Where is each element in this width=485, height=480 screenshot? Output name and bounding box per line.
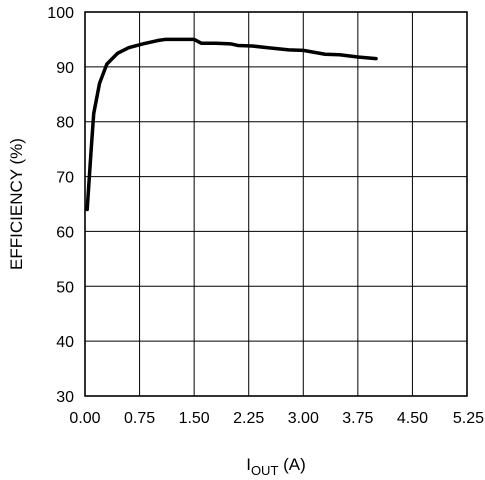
y-tick-labels: 30 40 50 60 70 80 90 100 xyxy=(47,5,74,406)
x-axis-title-unit: (A) xyxy=(278,455,305,474)
x-tick-label: 1.50 xyxy=(179,410,210,427)
x-tick-label: 3.75 xyxy=(342,410,373,427)
x-tick-label: 5.25 xyxy=(453,410,484,427)
y-tick-label: 90 xyxy=(56,60,74,77)
y-axis-title: EFFICIENCY (%) xyxy=(7,138,26,270)
x-tick-label: 3.00 xyxy=(288,410,319,427)
x-tick-label: 4.50 xyxy=(397,410,428,427)
x-axis-title: IOUT (A) xyxy=(246,455,306,478)
x-tick-label: 0.75 xyxy=(124,410,155,427)
y-tick-label: 80 xyxy=(56,115,74,132)
x-axis-title-main: I xyxy=(246,455,251,474)
grid xyxy=(84,11,468,397)
x-tick-label: 0.00 xyxy=(69,410,100,427)
y-tick-label: 70 xyxy=(56,170,74,187)
x-axis-title-subscript: OUT xyxy=(251,463,279,478)
y-tick-label: 60 xyxy=(56,224,74,241)
x-tick-label: 2.25 xyxy=(233,410,264,427)
y-tick-label: 100 xyxy=(47,5,74,22)
x-tick-labels: 0.00 0.75 1.50 2.25 3.00 3.75 4.50 5.25 xyxy=(69,410,484,427)
efficiency-series-line-0 xyxy=(85,37,378,212)
series-layer xyxy=(85,37,378,212)
y-tick-label: 30 xyxy=(56,389,74,406)
y-tick-label: 50 xyxy=(56,279,74,296)
y-tick-label: 40 xyxy=(56,334,74,351)
plot-frame xyxy=(84,11,468,397)
